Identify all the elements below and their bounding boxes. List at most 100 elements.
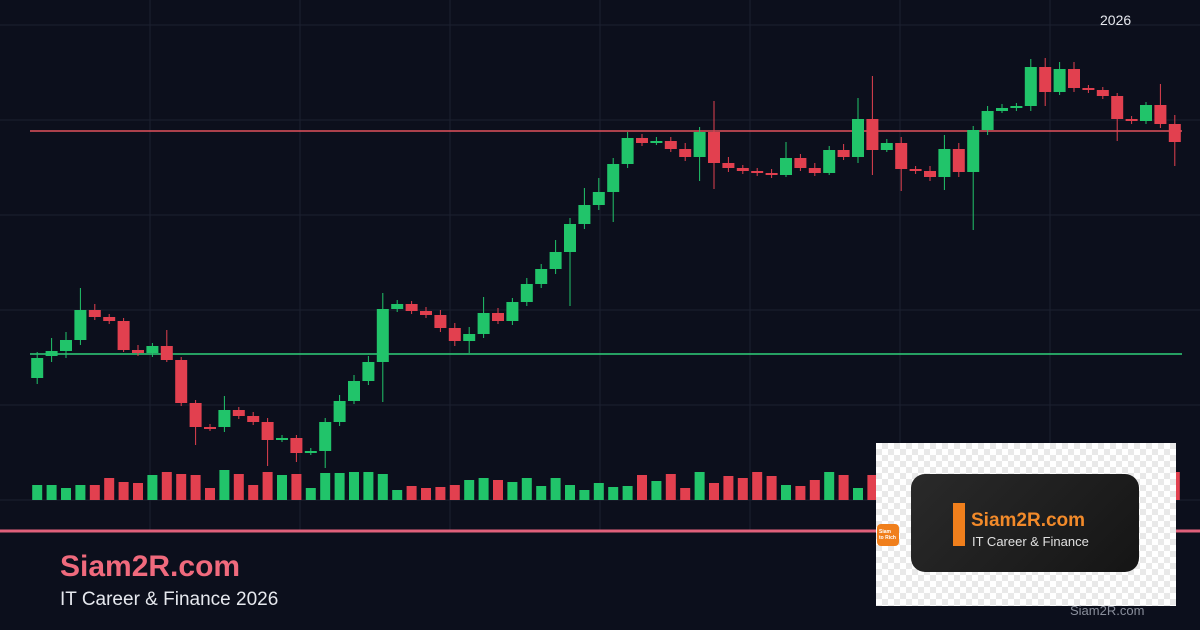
candle-body [722, 163, 735, 168]
candle-body [31, 358, 44, 378]
candle-body [880, 143, 893, 150]
candle-body [405, 304, 418, 311]
volume-bar [723, 476, 734, 500]
candle-body [60, 340, 72, 351]
candle-body [967, 130, 980, 172]
volume-bar [233, 474, 244, 500]
volume-bar [133, 483, 143, 500]
volume-bar [61, 488, 71, 500]
candle-body [650, 141, 663, 143]
candle-body [1082, 88, 1095, 90]
badge-text: to Rich [879, 535, 896, 541]
volume-bar [32, 485, 43, 500]
candle-body [1111, 96, 1124, 119]
volume-bar [809, 480, 820, 500]
candle-body [549, 252, 562, 269]
candle-body [477, 313, 490, 334]
candle-body [794, 158, 807, 168]
candle-body [420, 311, 432, 315]
candle-body [290, 438, 303, 453]
volume-bar [536, 486, 547, 500]
candle-body [837, 150, 850, 157]
volume-bar [89, 485, 100, 500]
volume-bar [190, 475, 201, 500]
logo-name: Siam2R.com [971, 510, 1086, 531]
volume-bar [637, 475, 647, 500]
candle-body [736, 168, 749, 171]
volume-bar [291, 474, 302, 500]
candle-body [45, 351, 58, 356]
volume-bar [665, 474, 676, 500]
volume-bar [176, 474, 187, 500]
volume-bar [824, 472, 835, 500]
candle-body [189, 403, 202, 427]
volume-bar [752, 472, 763, 500]
logo-card: Siam2R.com IT Career & Finance [911, 474, 1139, 572]
candle-body [1039, 67, 1052, 92]
candle-body [319, 422, 332, 451]
volume-bar [219, 470, 230, 500]
watermark: Siam2R.com [1070, 603, 1145, 618]
volume-bar [579, 490, 590, 500]
candle-body [117, 321, 130, 350]
candle-body [1096, 90, 1109, 96]
candle-body [535, 269, 548, 284]
volume-bar [493, 480, 503, 500]
candle-body [1125, 119, 1138, 121]
candle-body [895, 143, 908, 169]
volume-bar [838, 475, 849, 500]
candle-body [708, 132, 720, 163]
volume-bar [305, 488, 316, 500]
candle-body [434, 315, 447, 328]
volume-bar [421, 488, 431, 500]
candle-body [823, 150, 836, 173]
candle-body [1140, 105, 1152, 121]
candle-body [132, 350, 144, 353]
candle-body [88, 310, 101, 317]
volume-bar [334, 473, 345, 500]
candle-body [276, 438, 288, 440]
volume-bar [377, 474, 388, 500]
candle-body [693, 132, 706, 157]
candle-body [924, 171, 936, 177]
candle-body [247, 416, 260, 422]
candle-body [952, 149, 965, 172]
volume-bar [853, 488, 863, 500]
volume-bar [464, 480, 475, 500]
volume-bar [507, 482, 518, 500]
candle-body [103, 317, 116, 321]
volume-bar [161, 472, 172, 500]
volume-bar [320, 473, 331, 500]
logo-bar [953, 503, 965, 546]
volume-bar [550, 478, 561, 500]
candle-body [1010, 106, 1023, 108]
volume-bar [766, 476, 777, 500]
volume-bar [521, 478, 532, 500]
candle-body [376, 309, 389, 362]
volume-bar [651, 481, 662, 500]
badge-text: Siam [879, 529, 891, 535]
brand-tagline: IT Career & Finance 2026 [60, 589, 279, 610]
brand-name: Siam2R.com [60, 550, 241, 583]
candle-body [1024, 67, 1037, 106]
volume-bar [205, 488, 215, 500]
candle-body [1053, 69, 1066, 92]
candle-body [1154, 105, 1167, 124]
volume-bar [392, 490, 403, 500]
volume-bar [709, 483, 719, 500]
candle-body [204, 427, 216, 429]
volume-bar [363, 472, 374, 500]
candle-body [492, 313, 504, 321]
candle-body [621, 138, 634, 164]
candle-body [333, 401, 346, 422]
volume-bar [349, 472, 359, 500]
logo-tagline: IT Career & Finance [972, 534, 1089, 549]
candle-body [866, 119, 879, 150]
volume-bar [248, 485, 259, 500]
volume-bar [435, 487, 446, 500]
volume-bar [104, 478, 115, 500]
candle-body [175, 360, 188, 403]
candle-body [852, 119, 864, 157]
candle-body [448, 328, 461, 341]
candle-body [679, 149, 692, 157]
